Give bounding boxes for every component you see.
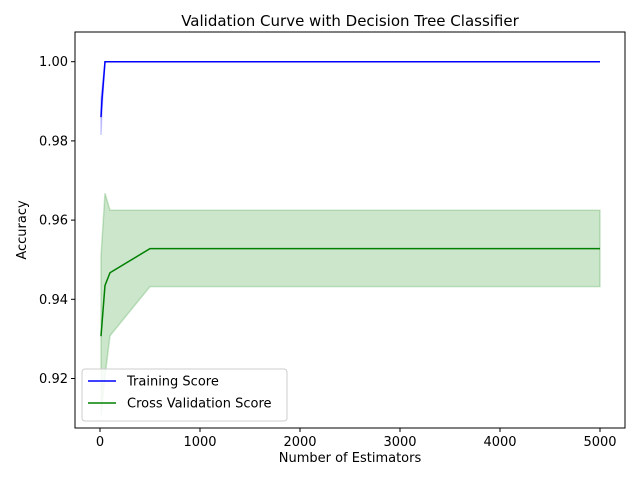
chart-title: Validation Curve with Decision Tree Clas… (181, 12, 519, 30)
x-tick-label: 2000 (283, 435, 316, 450)
y-tick-label: 0.96 (39, 214, 68, 229)
x-tick-label: 1000 (183, 435, 216, 450)
x-axis-label: Number of Estimators (279, 451, 422, 466)
x-tick-label: 3000 (383, 435, 416, 450)
legend: Training Score Cross Validation Score (81, 368, 288, 422)
legend-label: Training Score (126, 375, 219, 390)
y-tick-label: 0.98 (39, 134, 68, 149)
x-tick-label: 4000 (483, 435, 516, 450)
x-tick-label: 0 (96, 435, 104, 450)
plot-frame (74, 31, 626, 429)
cross-validation-score-line (100, 247, 600, 337)
y-axis-label: Accuracy (15, 200, 30, 260)
y-tick-label: 1.00 (39, 55, 68, 70)
y-tick-label: 0.92 (39, 372, 68, 387)
legend-box (81, 368, 288, 422)
training-score-line (100, 60, 600, 118)
axis-ticks: 0 1000 2000 3000 4000 5000 0.92 0.94 0.96 0.98 1.0… (39, 55, 617, 450)
x-tick-label: 5000 (583, 435, 616, 450)
legend-label: Cross Validation Score (127, 397, 272, 412)
y-tick-label: 0.94 (39, 293, 68, 308)
